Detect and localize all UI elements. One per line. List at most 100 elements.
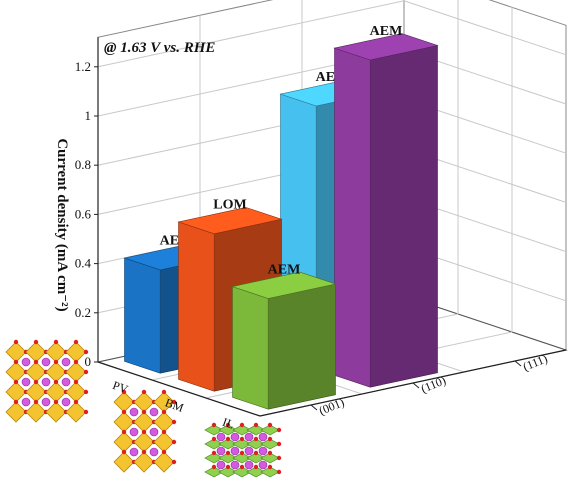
oxygen-atom — [211, 464, 217, 470]
oxygen-atom — [121, 409, 127, 415]
a-site-atom — [258, 446, 268, 456]
octahedron — [218, 452, 238, 464]
a-site-atom — [244, 460, 254, 470]
a-site-atom — [244, 446, 254, 456]
oxygen-atom — [73, 339, 79, 345]
bar-front-face — [178, 221, 215, 392]
labels-layer: 0 0.2 0.4 0.6 0.8 1 1.2 PV BM IL (001) (110) (111) — [75, 59, 550, 432]
facet-label: (111) — [521, 351, 550, 373]
a-site-atom — [129, 447, 139, 457]
facet-tick-mark — [514, 360, 522, 367]
y-tick-label: 1 — [85, 108, 92, 123]
oxygen-atom — [276, 469, 282, 475]
y-tick-label: 0 — [85, 354, 92, 369]
oxygen-atom — [141, 429, 147, 435]
oxygen-atom — [161, 429, 167, 435]
octahedron — [246, 424, 266, 436]
facet-label: (110) — [419, 373, 448, 396]
oxygen-atom — [171, 399, 177, 405]
bar-il-110: AEM — [333, 24, 439, 388]
facet-label: (001) — [317, 395, 346, 418]
x-axis-line — [97, 361, 261, 417]
oxygen-atom — [171, 419, 177, 425]
a-site-atom — [216, 460, 226, 470]
oxygen-atom — [13, 399, 19, 405]
oxygen-atom — [33, 399, 39, 405]
oxygen-atom — [267, 436, 273, 442]
oxygen-atom — [121, 389, 127, 395]
oxygen-atom — [211, 436, 217, 442]
oxygen-atom — [211, 422, 217, 428]
octahedron — [204, 438, 224, 450]
a-site-atom — [230, 446, 240, 456]
oxygen-atom — [253, 422, 259, 428]
a-site-atom — [21, 397, 31, 407]
oxygen-atom — [83, 369, 89, 375]
category-label: BM — [163, 395, 186, 415]
octahedron — [204, 466, 224, 478]
bar-side-face — [267, 283, 336, 410]
bar-front-face — [334, 47, 371, 388]
a-site-atom — [149, 427, 159, 437]
oxygen-atom — [239, 450, 245, 456]
a-site-atom — [149, 447, 159, 457]
oxygen-atom — [121, 429, 127, 435]
y-tick-label: 0.4 — [75, 256, 92, 271]
oxygen-atom — [253, 436, 259, 442]
oxygen-atom — [267, 450, 273, 456]
a-site-atom — [244, 432, 254, 442]
a-site-atom — [21, 357, 31, 367]
oxygen-atom — [53, 359, 59, 365]
oxygen-atom — [267, 464, 273, 470]
octahedron — [204, 424, 224, 436]
a-site-atom — [129, 407, 139, 417]
oxygen-atom — [141, 409, 147, 415]
bar-top-face — [333, 33, 439, 61]
a-site-atom — [61, 397, 71, 407]
oxygen-atom — [225, 422, 231, 428]
oxygen-atom — [225, 450, 231, 456]
a-site-atom — [61, 357, 71, 367]
a-site-atom — [258, 432, 268, 442]
bar-label: LOM — [213, 198, 246, 213]
oxygen-atom — [141, 389, 147, 395]
oxygen-atom — [211, 450, 217, 456]
facet-tick-mark — [310, 404, 318, 411]
octahedron — [218, 438, 238, 450]
octahedron — [246, 452, 266, 464]
octahedron — [113, 451, 135, 473]
oxygen-atom — [171, 459, 177, 465]
octahedron — [260, 438, 280, 450]
oxygen-atom — [53, 379, 59, 385]
octahedron — [153, 451, 175, 473]
octahedron — [232, 438, 252, 450]
octahedron — [260, 452, 280, 464]
oxygen-atom — [13, 379, 19, 385]
oxygen-atom — [33, 359, 39, 365]
y-tick-label: 0.8 — [75, 157, 91, 172]
a-site-atom — [61, 377, 71, 387]
octahedron — [246, 466, 266, 478]
a-site-atom — [41, 377, 51, 387]
oxygen-atom — [13, 339, 19, 345]
a-site-atom — [258, 460, 268, 470]
a-site-atom — [216, 432, 226, 442]
bar-top-face — [177, 207, 283, 235]
y-tick-label: 0.6 — [75, 206, 92, 221]
y-tick-label: 1.2 — [75, 59, 91, 74]
octahedron — [133, 451, 155, 473]
bar-top-face — [231, 271, 337, 299]
octahedron — [246, 438, 266, 450]
oxygen-atom — [239, 422, 245, 428]
a-site-atom — [41, 397, 51, 407]
octahedron — [260, 466, 280, 478]
bar-il-001: AEM — [231, 262, 337, 410]
condition-label: @ 1.63 V vs. RHE — [104, 40, 215, 56]
octahedron — [65, 401, 87, 423]
a-site-atom — [129, 427, 139, 437]
octahedron — [25, 401, 47, 423]
oxygen-atom — [276, 441, 282, 447]
oxygen-atom — [53, 339, 59, 345]
octahedron — [232, 466, 252, 478]
